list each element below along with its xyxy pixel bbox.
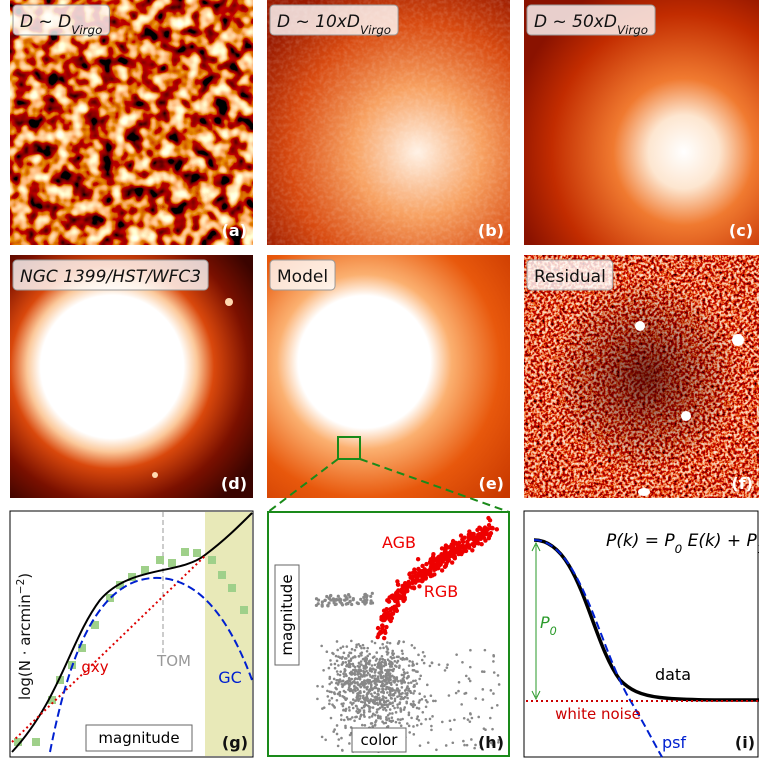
text-part: D ~ 10xD xyxy=(277,12,360,32)
text-part: Residual xyxy=(534,267,606,287)
panel-label: (h) xyxy=(478,733,504,752)
panel-g: log(N · arcmin−2) magnitude gxy TOM GC (… xyxy=(10,511,253,757)
x-label: magnitude xyxy=(98,729,179,747)
text-part: 0 xyxy=(675,542,683,556)
panel-title: Residual xyxy=(534,267,606,287)
data-label: data xyxy=(655,665,691,684)
text-part: −2 xyxy=(15,579,27,594)
white-noise-label: white noise xyxy=(555,705,641,723)
text-part: log(N · arcmin xyxy=(16,594,34,700)
image-a xyxy=(10,0,253,245)
panel-h: magnitude color AGB RGB (h) xyxy=(268,512,509,756)
panel-label: (d) xyxy=(221,474,247,493)
text-part: Virgo xyxy=(71,23,102,37)
panel-title: Model xyxy=(277,267,328,287)
panel-label: (i) xyxy=(735,733,755,752)
psf-label: psf xyxy=(662,733,686,752)
text-part: D ~ D xyxy=(20,12,71,32)
gxy-label: gxy xyxy=(81,658,108,676)
text-part: P xyxy=(540,613,550,632)
agb-label: AGB xyxy=(382,533,416,552)
text-part: NGC 1399/HST/WFC3 xyxy=(20,267,201,287)
panel-label: (b) xyxy=(478,221,504,240)
gc-label: GC xyxy=(218,668,242,687)
image-f xyxy=(524,255,759,498)
y-label: magnitude xyxy=(278,574,296,655)
panel-i: P(k) = P0 E(k) + P1 P0 data white noise … xyxy=(524,511,759,757)
panel-label: (f) xyxy=(731,474,753,493)
image-e xyxy=(267,255,510,498)
panel-label: (a) xyxy=(222,221,247,240)
text-part: E(k) + P xyxy=(682,531,757,551)
text-part: D ~ 50xD xyxy=(534,12,617,32)
text-part: ) xyxy=(16,573,34,579)
text-part: Virgo xyxy=(360,23,391,37)
figure: log(N · arcmin−2) magnitude gxy TOM GC (… xyxy=(0,0,759,759)
text-part: Model xyxy=(277,267,328,287)
tom-label: TOM xyxy=(156,652,191,670)
text-part: P(k) = P xyxy=(606,531,675,551)
x-label: color xyxy=(361,731,399,749)
image-d xyxy=(10,255,253,498)
panel-title: NGC 1399/HST/WFC3 xyxy=(20,267,201,287)
text-part: 0 xyxy=(550,625,557,638)
panel-label: (c) xyxy=(729,221,753,240)
panel-label: (g) xyxy=(222,733,248,752)
panel-label: (e) xyxy=(479,474,504,493)
rgb-label: RGB xyxy=(424,582,459,601)
text-part: Virgo xyxy=(617,23,648,37)
